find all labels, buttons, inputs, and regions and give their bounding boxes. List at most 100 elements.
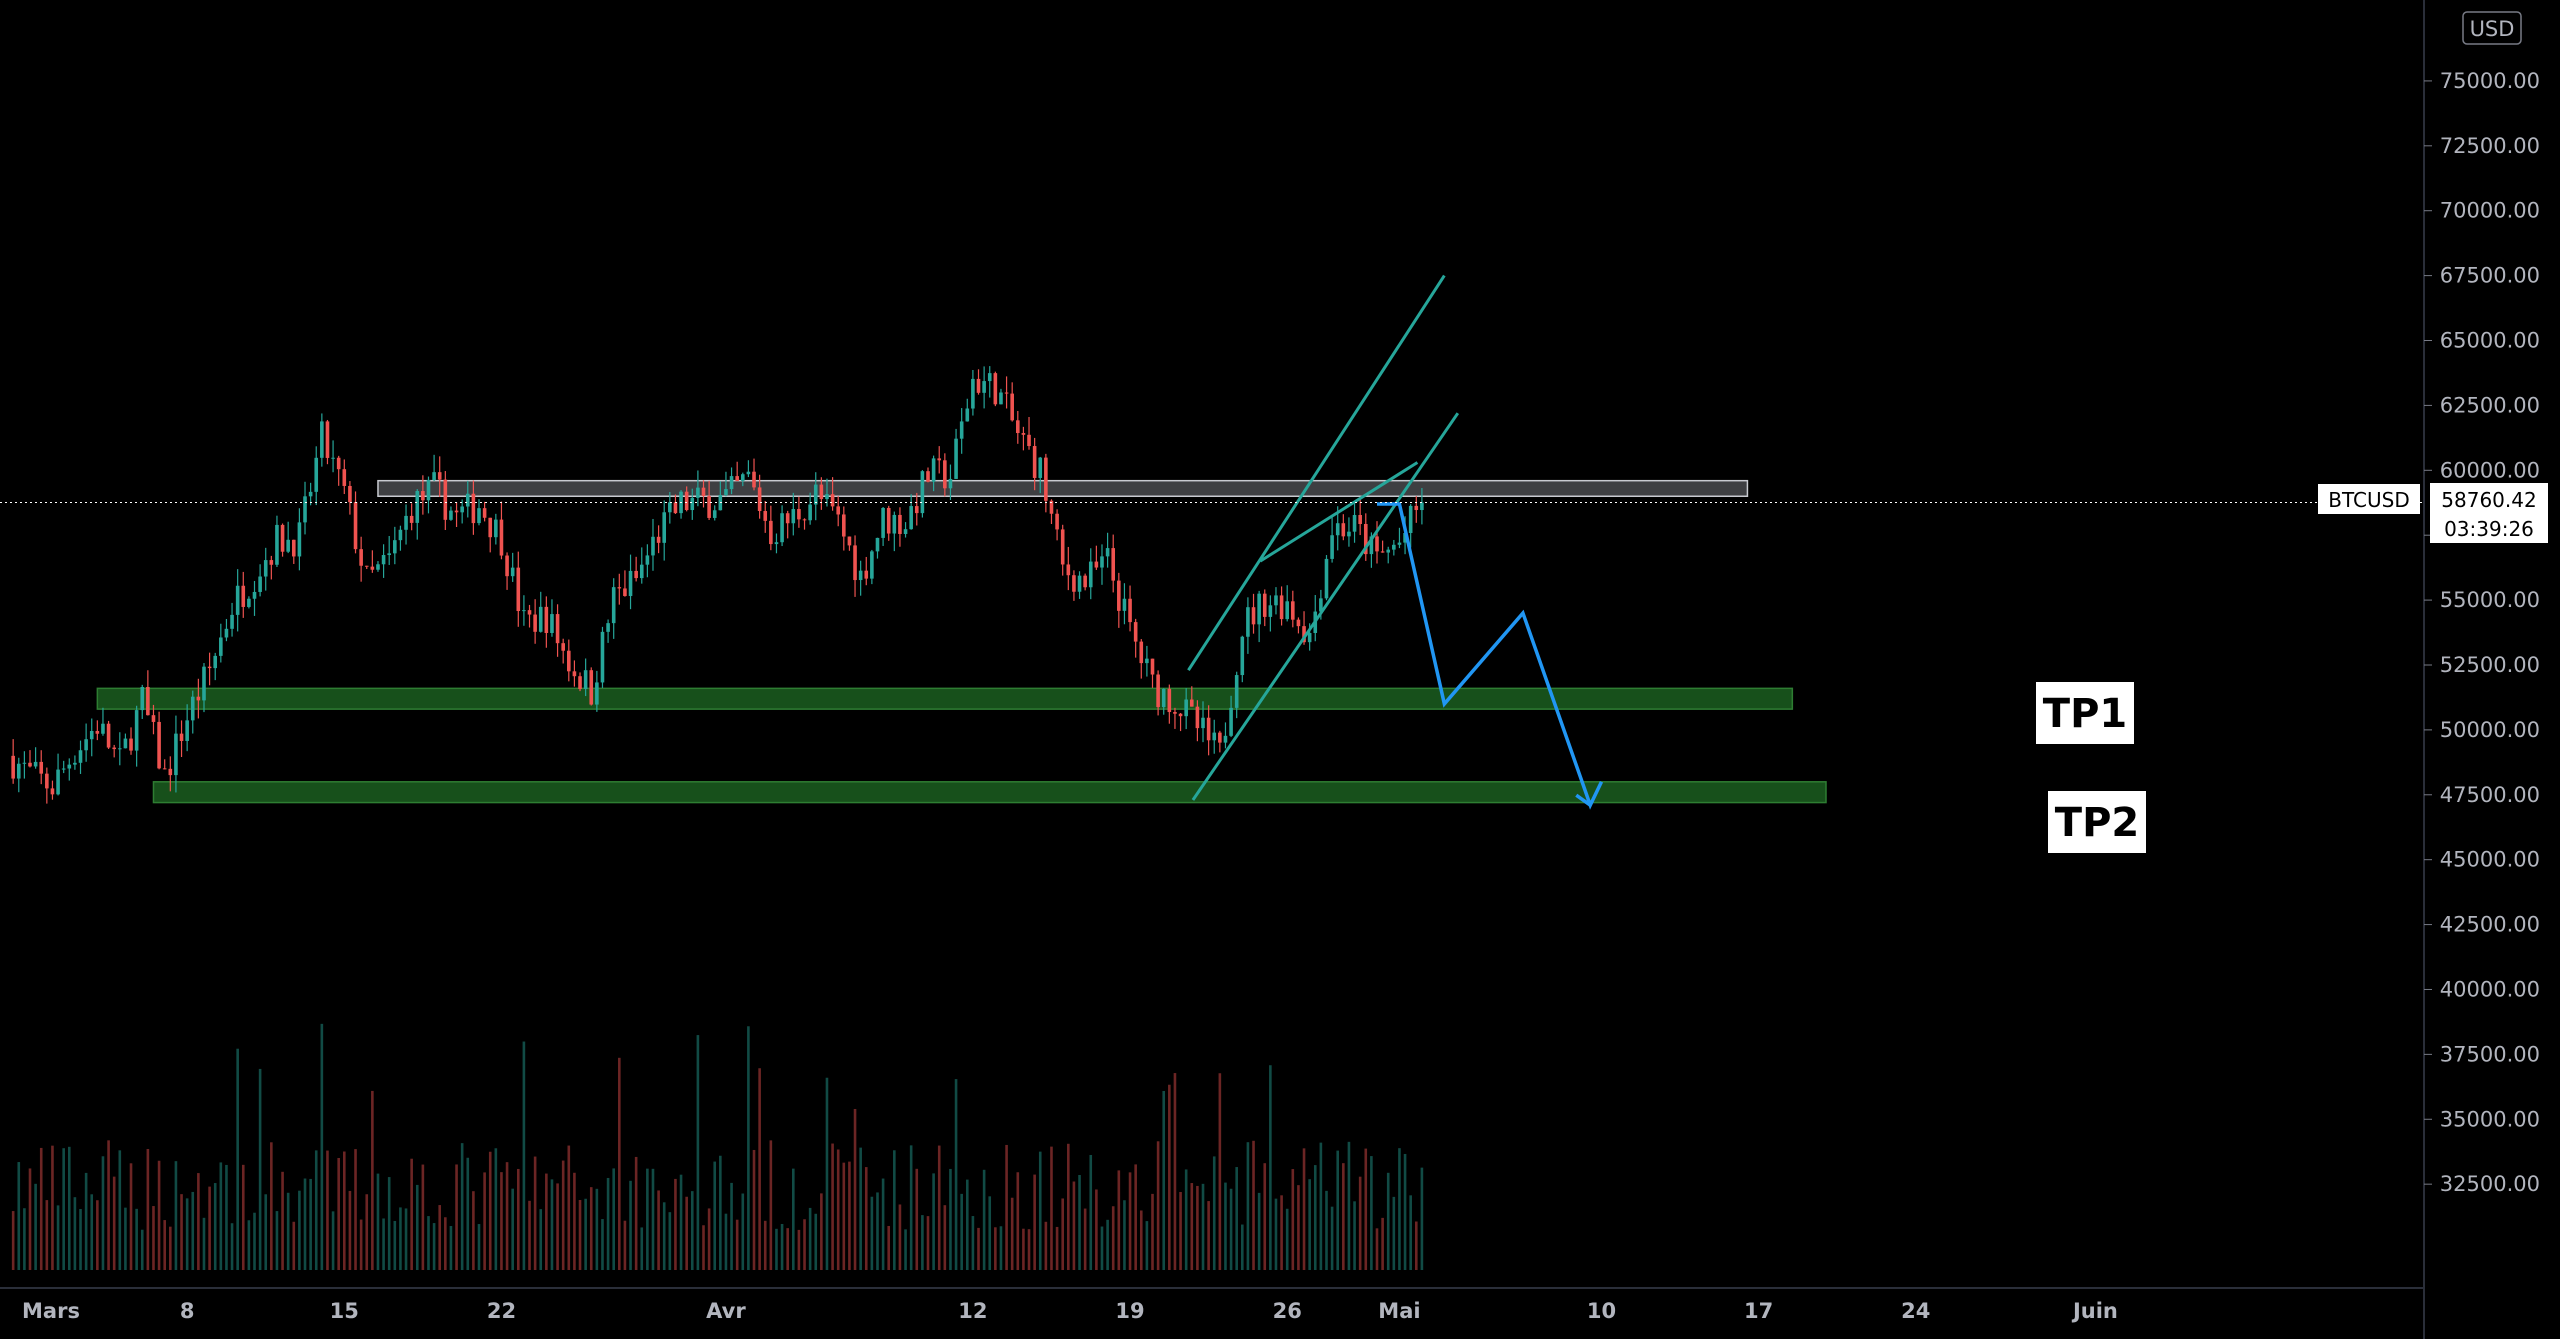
candle-body (11, 755, 15, 779)
currency-badge[interactable]: USD (2462, 11, 2522, 45)
candle-body (1167, 688, 1172, 713)
candle-body (297, 522, 302, 557)
volume-bar (1201, 1183, 1205, 1270)
candle-body (1038, 457, 1043, 478)
candle-body (505, 555, 509, 577)
candle-body (583, 670, 588, 689)
volume-bar (466, 1157, 470, 1270)
candle-body (482, 508, 487, 518)
candle-body (763, 511, 768, 521)
candle-body (314, 457, 319, 492)
volume-bar (101, 1156, 105, 1270)
price-zone (152, 781, 1827, 804)
volume-bar (780, 1223, 784, 1270)
trend-line (1187, 274, 1446, 671)
volume-bar (618, 1057, 621, 1270)
time-tick-label: 12 (958, 1299, 987, 1323)
price-tick-label: 72500.00 (2440, 134, 2540, 158)
candle-body (1380, 551, 1385, 553)
candle-body (33, 761, 38, 767)
candle-body (1251, 607, 1256, 625)
volume-bar (1100, 1226, 1104, 1270)
symbol-label: BTCUSD (2328, 488, 2409, 512)
volume-bar (921, 1215, 924, 1270)
candle-body (903, 529, 908, 534)
candle-body (797, 509, 801, 520)
volume-bar (713, 1161, 717, 1270)
candle-body (303, 496, 307, 523)
volume-bar (247, 1220, 251, 1270)
candle-body (140, 687, 145, 711)
symbol-tag-box (2318, 484, 2420, 514)
volume-bar (982, 1169, 986, 1270)
candle-body (460, 506, 464, 513)
volume-bar (1072, 1181, 1076, 1270)
volume-bar (836, 1149, 840, 1270)
volume-bar (62, 1148, 65, 1270)
candle-body (1240, 636, 1245, 676)
candle-body (538, 606, 543, 632)
volume-bar (1274, 1198, 1278, 1270)
currency-label: USD (2470, 17, 2515, 41)
volume-bar (320, 1023, 324, 1270)
volume-bar (1353, 1201, 1356, 1270)
volume-bar (741, 1193, 745, 1270)
volume-bar (1257, 1192, 1261, 1270)
volume-bar (500, 1172, 503, 1270)
volume-bar (382, 1218, 385, 1270)
candle-body (920, 471, 925, 514)
volume-bar (84, 1172, 88, 1270)
candle-body (67, 764, 72, 769)
price-tick-label: 32500.00 (2440, 1172, 2540, 1196)
volume-bar (1038, 1151, 1042, 1270)
volume-bar (275, 1211, 279, 1270)
volume-bar (724, 1213, 728, 1270)
time-axis[interactable]: Mars 8 15 22 Avr 12 19 26 Mai 10 17 24 Juin (22, 1299, 2118, 1323)
candle-body (415, 491, 420, 523)
candle-body (780, 513, 784, 543)
candle-body (830, 494, 835, 507)
tp1-annotation[interactable]: TP1 (2036, 682, 2134, 744)
volume-bar (281, 1171, 284, 1270)
candle-body (89, 731, 94, 740)
candle-body (235, 585, 240, 615)
tp2-annotation[interactable]: TP2 (2048, 791, 2146, 853)
volume-bar (202, 1217, 206, 1270)
volume-bar (505, 1162, 509, 1270)
volume-bar (1162, 1090, 1166, 1270)
candle-body (404, 515, 408, 530)
volume-bar (657, 1190, 660, 1270)
volume-bar (999, 1226, 1003, 1270)
volume-bar (1218, 1073, 1222, 1270)
volume-bar (34, 1183, 37, 1270)
volume-bar (1364, 1148, 1368, 1270)
volume-bar (904, 1229, 907, 1270)
volume-bar (674, 1178, 677, 1270)
volume-bar (545, 1173, 548, 1270)
volume-bar (1398, 1148, 1401, 1270)
candle-body (623, 588, 627, 597)
volume-bar (977, 1227, 980, 1270)
candle-body (1307, 633, 1312, 643)
volume-bar (1123, 1200, 1126, 1270)
volume-bar (629, 1180, 632, 1270)
volume-bar (1207, 1201, 1210, 1270)
candle-body (1363, 524, 1368, 555)
volume-bar (831, 1143, 834, 1270)
volume-bar (1386, 1172, 1390, 1270)
candle-body (707, 496, 711, 518)
candle-body (1414, 505, 1419, 511)
volume-bar (270, 1142, 273, 1270)
candle-body (1150, 658, 1155, 675)
symbol-tag[interactable]: BTCUSD (2318, 484, 2420, 514)
candle-body (1156, 674, 1160, 708)
volume-bar (1083, 1208, 1087, 1270)
candle-body (651, 536, 655, 556)
volume-bar (129, 1163, 133, 1270)
time-tick-label: 19 (1115, 1299, 1144, 1323)
candle-body (1016, 420, 1020, 434)
candle-body (886, 507, 891, 534)
volume-bar (853, 1108, 857, 1270)
volume-bar (1370, 1156, 1373, 1270)
